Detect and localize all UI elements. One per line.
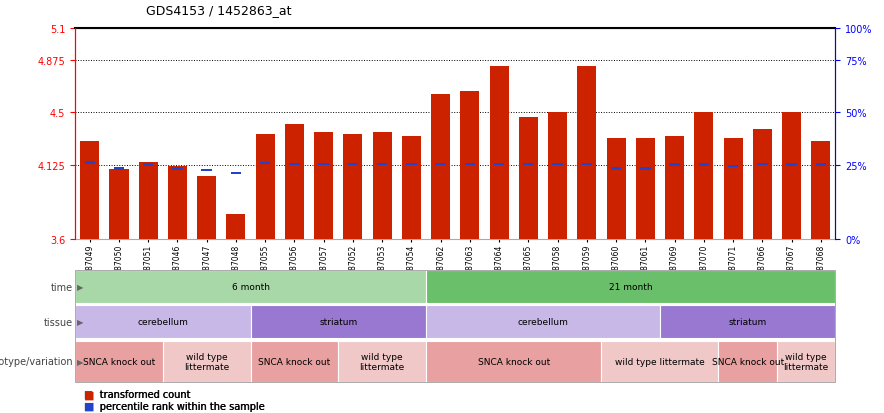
Text: cerebellum: cerebellum bbox=[517, 318, 568, 327]
Bar bbox=[548, 113, 568, 240]
Bar bbox=[260, 162, 271, 165]
Text: SNCA knock out: SNCA knock out bbox=[712, 357, 784, 366]
Bar bbox=[728, 165, 738, 168]
Bar bbox=[782, 113, 801, 240]
Bar bbox=[757, 163, 767, 166]
Text: SNCA knock out: SNCA knock out bbox=[258, 357, 331, 366]
Bar bbox=[606, 138, 626, 240]
Bar bbox=[552, 163, 563, 166]
Bar bbox=[143, 164, 154, 166]
Bar bbox=[377, 163, 387, 166]
Bar bbox=[114, 168, 125, 171]
Text: cerebellum: cerebellum bbox=[137, 318, 188, 327]
Bar bbox=[85, 162, 95, 164]
Bar bbox=[314, 133, 333, 240]
Text: striatum: striatum bbox=[319, 318, 357, 327]
Text: genotype/variation: genotype/variation bbox=[0, 356, 73, 366]
Bar bbox=[289, 163, 300, 166]
Bar bbox=[694, 113, 713, 240]
Bar bbox=[669, 164, 680, 166]
Bar bbox=[343, 134, 362, 240]
Bar bbox=[461, 92, 479, 240]
Text: striatum: striatum bbox=[728, 318, 766, 327]
Text: transformed count: transformed count bbox=[100, 389, 191, 399]
Bar bbox=[402, 137, 421, 240]
Bar bbox=[465, 163, 475, 166]
Text: ■: ■ bbox=[84, 389, 95, 399]
Text: wild type
littermate: wild type littermate bbox=[360, 352, 405, 371]
Bar bbox=[202, 169, 212, 172]
Bar bbox=[523, 163, 534, 166]
Text: SNCA knock out: SNCA knock out bbox=[477, 357, 550, 366]
Bar bbox=[816, 164, 826, 166]
Bar bbox=[318, 163, 329, 166]
Bar bbox=[80, 141, 99, 240]
Bar bbox=[665, 137, 684, 240]
Text: ■  transformed count: ■ transformed count bbox=[84, 389, 190, 399]
Bar bbox=[786, 164, 796, 166]
Text: tissue: tissue bbox=[44, 317, 73, 327]
Text: 21 month: 21 month bbox=[609, 282, 652, 292]
Bar bbox=[172, 168, 183, 171]
Bar bbox=[519, 117, 537, 240]
Bar bbox=[373, 133, 392, 240]
Text: percentile rank within the sample: percentile rank within the sample bbox=[100, 401, 265, 411]
Bar bbox=[640, 168, 651, 171]
Bar bbox=[168, 166, 187, 240]
Text: wild type
littermate: wild type littermate bbox=[783, 352, 829, 371]
Bar bbox=[698, 164, 709, 166]
Bar bbox=[226, 214, 246, 240]
Text: wild type
littermate: wild type littermate bbox=[184, 352, 229, 371]
Bar bbox=[636, 138, 655, 240]
Bar bbox=[723, 138, 743, 240]
Bar bbox=[577, 67, 597, 240]
Bar bbox=[753, 130, 772, 240]
Bar bbox=[406, 163, 416, 166]
Text: ■: ■ bbox=[84, 401, 95, 411]
Bar bbox=[285, 124, 304, 240]
Text: ▶: ▶ bbox=[77, 357, 83, 366]
Bar bbox=[582, 163, 592, 166]
Text: ▶: ▶ bbox=[77, 282, 83, 292]
Bar bbox=[197, 176, 217, 240]
Bar bbox=[436, 163, 446, 166]
Bar bbox=[347, 163, 358, 166]
Bar bbox=[611, 168, 621, 171]
Bar bbox=[812, 141, 830, 240]
Bar bbox=[494, 163, 505, 166]
Text: 6 month: 6 month bbox=[232, 282, 270, 292]
Bar bbox=[110, 169, 128, 240]
Text: ▶: ▶ bbox=[77, 318, 83, 327]
Bar bbox=[255, 134, 275, 240]
Bar bbox=[139, 162, 157, 240]
Text: wild type littermate: wild type littermate bbox=[615, 357, 705, 366]
Bar bbox=[431, 95, 450, 240]
Text: time: time bbox=[51, 282, 73, 292]
Text: GDS4153 / 1452863_at: GDS4153 / 1452863_at bbox=[146, 4, 292, 17]
Text: ■  percentile rank within the sample: ■ percentile rank within the sample bbox=[84, 401, 264, 411]
Text: SNCA knock out: SNCA knock out bbox=[83, 357, 155, 366]
Bar bbox=[231, 172, 241, 175]
Bar bbox=[490, 67, 508, 240]
